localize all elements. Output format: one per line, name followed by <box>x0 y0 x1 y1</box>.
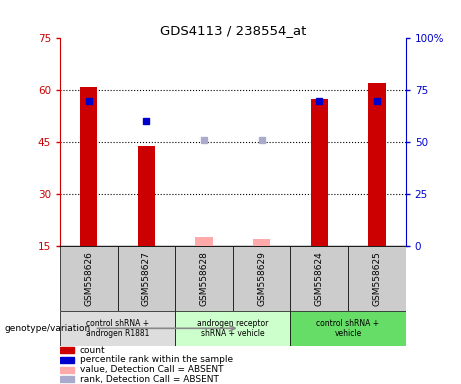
Bar <box>253 239 270 246</box>
Text: value, Detection Call = ABSENT: value, Detection Call = ABSENT <box>79 365 223 374</box>
Text: GSM558627: GSM558627 <box>142 251 151 306</box>
Text: GSM558625: GSM558625 <box>372 251 381 306</box>
Bar <box>368 83 385 246</box>
Title: GDS4113 / 238554_at: GDS4113 / 238554_at <box>160 24 306 37</box>
Bar <box>138 146 155 246</box>
Bar <box>60 311 175 346</box>
Bar <box>60 246 118 311</box>
Bar <box>175 311 290 346</box>
Text: GSM558628: GSM558628 <box>200 251 208 306</box>
Bar <box>311 99 328 246</box>
Text: GSM558626: GSM558626 <box>84 251 93 306</box>
Bar <box>195 237 213 246</box>
Bar <box>175 246 233 311</box>
Text: control shRNA +
vehicle: control shRNA + vehicle <box>317 319 379 338</box>
Text: androgen receptor
shRNA + vehicle: androgen receptor shRNA + vehicle <box>197 319 268 338</box>
Bar <box>118 246 175 311</box>
Bar <box>290 246 348 311</box>
Text: rank, Detection Call = ABSENT: rank, Detection Call = ABSENT <box>79 375 219 384</box>
Bar <box>60 357 74 363</box>
Text: genotype/variation: genotype/variation <box>5 324 91 333</box>
Text: GSM558629: GSM558629 <box>257 251 266 306</box>
Bar <box>60 366 74 372</box>
Bar <box>233 246 290 311</box>
Bar <box>60 376 74 382</box>
Bar <box>80 87 97 246</box>
Text: GSM558624: GSM558624 <box>315 251 324 306</box>
Text: control shRNA +
androgen R1881: control shRNA + androgen R1881 <box>86 319 149 338</box>
Bar <box>348 246 406 311</box>
Bar <box>290 311 406 346</box>
Bar <box>60 347 74 353</box>
Text: count: count <box>79 346 105 355</box>
Text: percentile rank within the sample: percentile rank within the sample <box>79 356 233 364</box>
